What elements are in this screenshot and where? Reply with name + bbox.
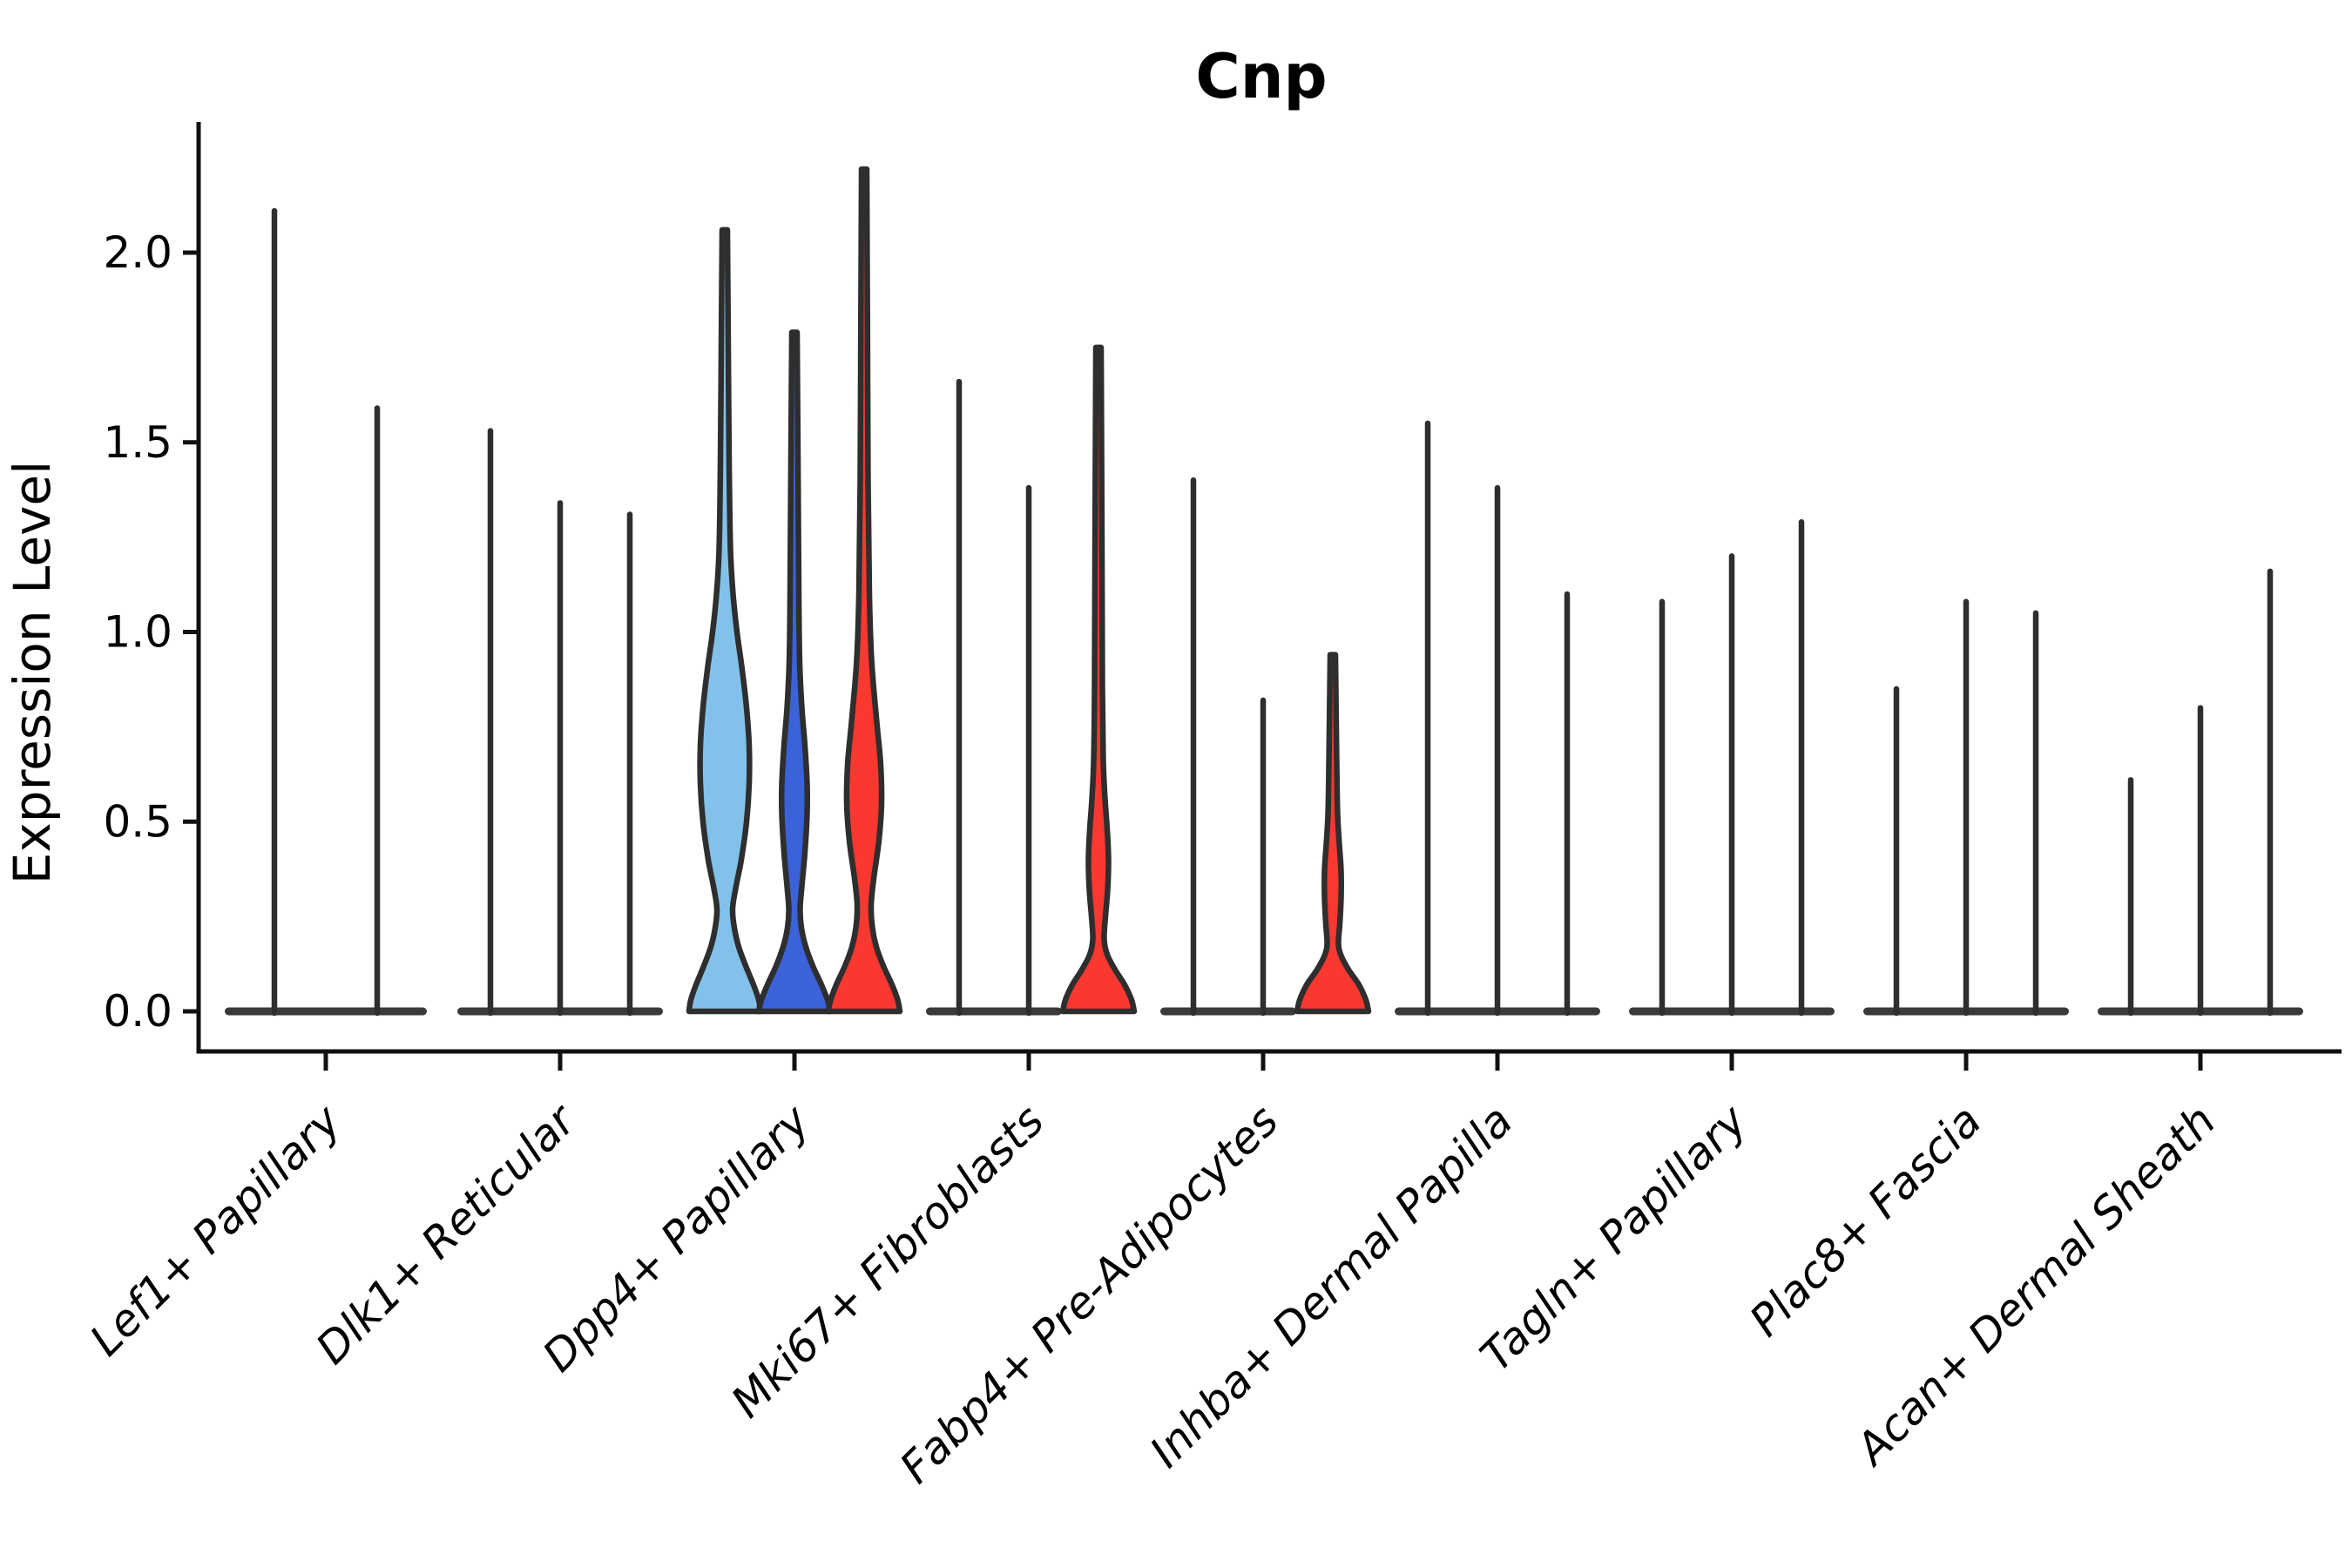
y-axis-title: Expression Level <box>3 461 62 884</box>
y-tick-label: 0.0 <box>103 986 172 1037</box>
y-tick-label: 1.0 <box>103 607 172 658</box>
violin <box>755 329 834 1015</box>
x-tick-label: Plac8+ Fascia <box>1740 1095 1991 1346</box>
y-tick-label: 2.0 <box>103 227 172 278</box>
violin-baseline-band <box>225 1007 427 1016</box>
violin <box>1294 652 1372 1015</box>
x-tick-label: Lef1+ Papillary <box>80 1094 351 1365</box>
y-tick-label: 1.5 <box>103 417 172 468</box>
chart-title: Cnp <box>1195 41 1327 112</box>
violin-baseline-band <box>1160 1007 1296 1016</box>
y-tick-label: 0.5 <box>103 796 172 847</box>
violin-baseline-band <box>926 1007 1062 1016</box>
x-tick-label: Dlk1+ Reticular <box>307 1093 587 1374</box>
x-tick-label: Fabp4+ Pre-Adipocytes <box>890 1095 1288 1493</box>
violin <box>686 226 764 1015</box>
violin <box>825 166 903 1015</box>
violin <box>1059 344 1138 1015</box>
